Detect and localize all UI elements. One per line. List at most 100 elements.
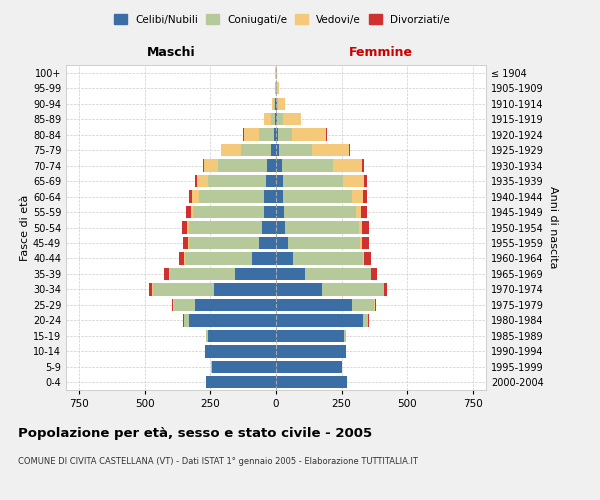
Bar bbox=[360, 237, 362, 249]
Bar bbox=[185, 252, 253, 264]
Bar bbox=[267, 160, 276, 172]
Text: COMUNE DI CIVITA CASTELLANA (VT) - Dati ISTAT 1° gennaio 2005 - Elaborazione TUT: COMUNE DI CIVITA CASTELLANA (VT) - Dati … bbox=[18, 458, 418, 466]
Bar bbox=[275, 113, 276, 126]
Bar bbox=[276, 330, 344, 342]
Bar bbox=[262, 222, 276, 234]
Bar bbox=[276, 190, 283, 202]
Bar bbox=[203, 160, 204, 172]
Bar bbox=[276, 222, 285, 234]
Bar bbox=[283, 175, 343, 188]
Bar bbox=[364, 175, 367, 188]
Bar bbox=[199, 190, 264, 202]
Bar bbox=[362, 222, 369, 234]
Bar bbox=[362, 314, 368, 326]
Text: Popolazione per età, sesso e stato civile - 2005: Popolazione per età, sesso e stato civil… bbox=[18, 428, 372, 440]
Bar bbox=[218, 160, 267, 172]
Bar bbox=[276, 98, 277, 110]
Bar bbox=[288, 237, 360, 249]
Bar bbox=[276, 283, 322, 296]
Bar bbox=[279, 144, 312, 156]
Bar bbox=[276, 376, 347, 388]
Bar bbox=[197, 175, 208, 188]
Bar bbox=[235, 268, 276, 280]
Bar bbox=[278, 98, 284, 110]
Bar bbox=[190, 190, 192, 202]
Bar bbox=[375, 298, 376, 311]
Bar bbox=[359, 222, 362, 234]
Bar bbox=[362, 252, 364, 264]
Bar bbox=[277, 113, 283, 126]
Text: Maschi: Maschi bbox=[146, 46, 196, 59]
Bar bbox=[361, 206, 367, 218]
Bar bbox=[265, 175, 276, 188]
Bar bbox=[253, 252, 276, 264]
Bar bbox=[276, 360, 341, 373]
Bar bbox=[206, 376, 276, 388]
Y-axis label: Fasce di età: Fasce di età bbox=[20, 194, 30, 260]
Bar bbox=[221, 144, 241, 156]
Bar bbox=[241, 144, 271, 156]
Bar bbox=[276, 268, 305, 280]
Bar bbox=[208, 175, 265, 188]
Bar bbox=[244, 128, 259, 141]
Bar bbox=[364, 252, 371, 264]
Bar bbox=[276, 252, 293, 264]
Bar bbox=[276, 345, 346, 358]
Bar bbox=[276, 160, 282, 172]
Bar bbox=[283, 190, 352, 202]
Bar bbox=[208, 330, 276, 342]
Bar bbox=[214, 283, 276, 296]
Bar bbox=[356, 206, 361, 218]
Bar bbox=[212, 360, 276, 373]
Bar bbox=[276, 206, 284, 218]
Bar bbox=[191, 206, 193, 218]
Y-axis label: Anni di nascita: Anni di nascita bbox=[548, 186, 557, 269]
Bar bbox=[274, 98, 275, 110]
Bar bbox=[362, 160, 364, 172]
Legend: Celibi/Nubili, Coniugati/e, Vedovi/e, Divorziati/e: Celibi/Nubili, Coniugati/e, Vedovi/e, Di… bbox=[110, 10, 454, 29]
Bar bbox=[282, 160, 333, 172]
Bar bbox=[190, 314, 276, 326]
Bar bbox=[276, 298, 352, 311]
Bar bbox=[349, 144, 350, 156]
Bar bbox=[264, 190, 276, 202]
Bar bbox=[284, 206, 356, 218]
Bar bbox=[173, 298, 194, 311]
Bar bbox=[276, 144, 279, 156]
Bar bbox=[187, 222, 190, 234]
Bar bbox=[193, 206, 264, 218]
Bar bbox=[371, 268, 377, 280]
Bar bbox=[322, 283, 383, 296]
Bar bbox=[149, 283, 152, 296]
Bar bbox=[343, 175, 364, 188]
Bar bbox=[204, 160, 218, 172]
Text: Femmine: Femmine bbox=[349, 46, 413, 59]
Bar bbox=[384, 283, 388, 296]
Bar bbox=[272, 98, 274, 110]
Bar bbox=[305, 268, 371, 280]
Bar bbox=[164, 268, 169, 280]
Bar bbox=[179, 252, 184, 264]
Bar bbox=[276, 237, 288, 249]
Bar bbox=[152, 283, 214, 296]
Bar bbox=[333, 160, 362, 172]
Bar bbox=[362, 237, 370, 249]
Bar bbox=[276, 175, 283, 188]
Bar bbox=[283, 113, 301, 126]
Bar bbox=[190, 222, 262, 234]
Bar bbox=[195, 175, 197, 188]
Bar bbox=[264, 113, 271, 126]
Bar bbox=[285, 222, 359, 234]
Bar bbox=[205, 345, 276, 358]
Bar bbox=[276, 113, 277, 126]
Bar bbox=[352, 190, 364, 202]
Bar bbox=[277, 82, 279, 94]
Bar bbox=[277, 98, 278, 110]
Bar bbox=[293, 252, 362, 264]
Bar bbox=[184, 237, 188, 249]
Bar bbox=[276, 314, 362, 326]
Bar bbox=[364, 190, 367, 202]
Bar bbox=[312, 144, 349, 156]
Bar bbox=[192, 190, 199, 202]
Bar bbox=[276, 128, 278, 141]
